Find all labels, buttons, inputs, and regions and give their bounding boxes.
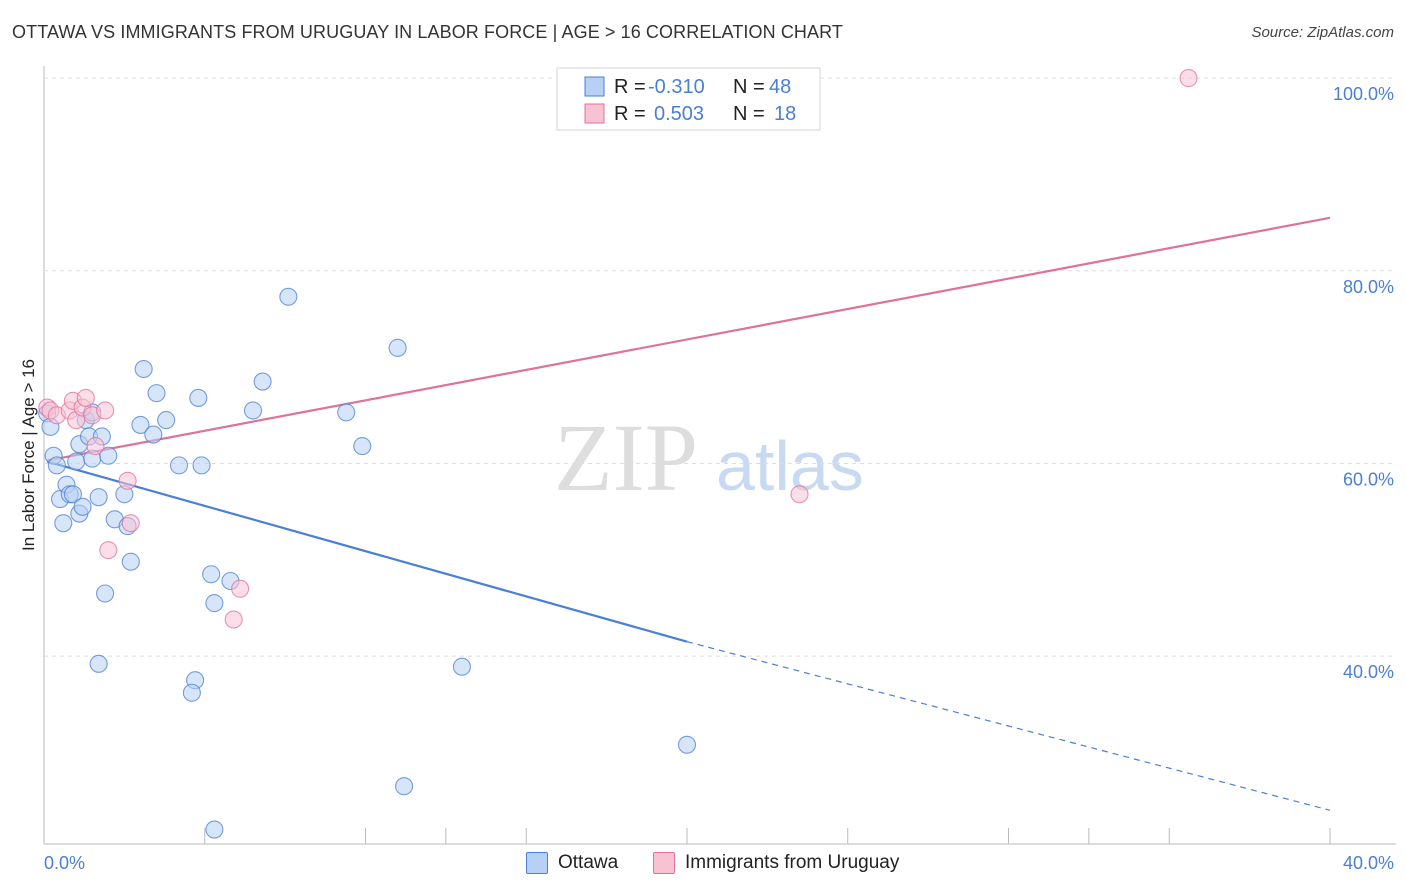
ottawa-point <box>134 359 153 379</box>
ottawa-point <box>121 552 140 571</box>
ottawa-point <box>353 437 372 456</box>
ottawa-point <box>54 514 73 533</box>
uruguay-point <box>121 514 140 533</box>
uruguay-point <box>790 485 809 504</box>
legend-swatch-uruguay-bottom <box>653 852 675 874</box>
legend-label-uruguay: Immigrants from Uruguay <box>685 852 900 873</box>
stats-legend: R = -0.310 N = 48 R = 0.503 N = 18 <box>556 67 821 131</box>
ottawa-point <box>96 584 115 603</box>
legend-label-ottawa: Ottawa <box>558 852 619 873</box>
ottawa-point <box>202 565 221 584</box>
ottawa-point <box>388 338 407 357</box>
ottawa-point <box>47 456 66 475</box>
uruguay-point <box>224 610 243 629</box>
ottawa-point <box>677 735 697 754</box>
ottawa-point <box>192 456 211 475</box>
legend-swatch-ottawa-bottom <box>526 852 548 874</box>
ottawa-trend-line <box>46 460 688 643</box>
legend-item-uruguay: Immigrants from Uruguay <box>653 852 899 874</box>
legend-n-value-ottawa: 48 <box>769 76 791 98</box>
uruguay-point <box>96 401 115 420</box>
chart-title: OTTAWA VS IMMIGRANTS FROM URUGUAY IN LAB… <box>12 22 843 42</box>
uruguay-point <box>231 579 250 598</box>
legend-r-value-uruguay: 0.503 <box>654 103 704 125</box>
ottawa-point <box>279 287 298 306</box>
ottawa-point <box>144 425 163 444</box>
uruguay-point <box>1179 69 1198 88</box>
ottawa-point <box>157 411 176 430</box>
legend-r-value-ottawa: -0.310 <box>648 76 705 98</box>
legend-n-label-ottawa: N = <box>733 76 765 98</box>
uruguay-point <box>99 541 118 560</box>
legend-swatch-ottawa <box>584 76 605 97</box>
x-tick-label-min: 0.0% <box>44 853 85 873</box>
ottawa-trend-line-extension <box>686 641 1331 811</box>
ottawa-point <box>89 488 108 507</box>
ottawa-point <box>243 401 263 420</box>
ottawa-point <box>73 497 92 516</box>
x-tick-label-max: 40.0% <box>1343 853 1394 873</box>
uruguay-point <box>76 388 95 407</box>
y-axis-label: In Labor Force | Age > 16 <box>19 359 38 551</box>
ottawa-point <box>147 384 166 403</box>
legend-n-label-uruguay: N = <box>733 103 765 125</box>
uruguay-point <box>118 471 137 490</box>
y-tick-label: 100.0% <box>1333 84 1394 104</box>
watermark-atlas: atlas <box>716 427 864 505</box>
uruguay-trend-line <box>47 216 1331 462</box>
ottawa-point <box>253 372 272 391</box>
ottawa-point <box>63 485 82 504</box>
x-ticks <box>204 828 1331 844</box>
gridlines <box>44 77 1394 657</box>
ottawa-point <box>337 403 356 422</box>
ottawa-point <box>189 388 208 407</box>
ottawa-point <box>131 415 150 434</box>
y-tick-labels: 40.0% 60.0% 80.0% 100.0% <box>1333 84 1394 682</box>
y-tick-label: 80.0% <box>1343 277 1394 297</box>
legend-r-label-ottawa: R = <box>614 76 646 98</box>
ottawa-point <box>169 456 189 475</box>
legend-swatch-uruguay <box>584 103 605 124</box>
data-points <box>38 69 1198 839</box>
source-label: Source: ZipAtlas.com <box>1251 24 1394 41</box>
legend-n-value-uruguay: 18 <box>774 103 796 125</box>
ottawa-point <box>182 683 201 702</box>
ottawa-point <box>205 594 224 613</box>
legend-item-ottawa: Ottawa <box>526 852 618 874</box>
ottawa-point <box>205 820 224 839</box>
y-tick-label: 60.0% <box>1343 469 1394 489</box>
ottawa-point <box>99 446 118 465</box>
trend-lines <box>46 216 1331 811</box>
y-tick-label: 40.0% <box>1343 662 1394 682</box>
ottawa-point <box>395 777 414 796</box>
uruguay-point <box>86 437 105 456</box>
legend-r-label-uruguay: R = <box>614 103 646 125</box>
ottawa-point <box>67 452 86 471</box>
ottawa-point <box>89 654 108 673</box>
ottawa-point <box>452 657 472 676</box>
watermark-zip: ZIP <box>554 404 698 511</box>
